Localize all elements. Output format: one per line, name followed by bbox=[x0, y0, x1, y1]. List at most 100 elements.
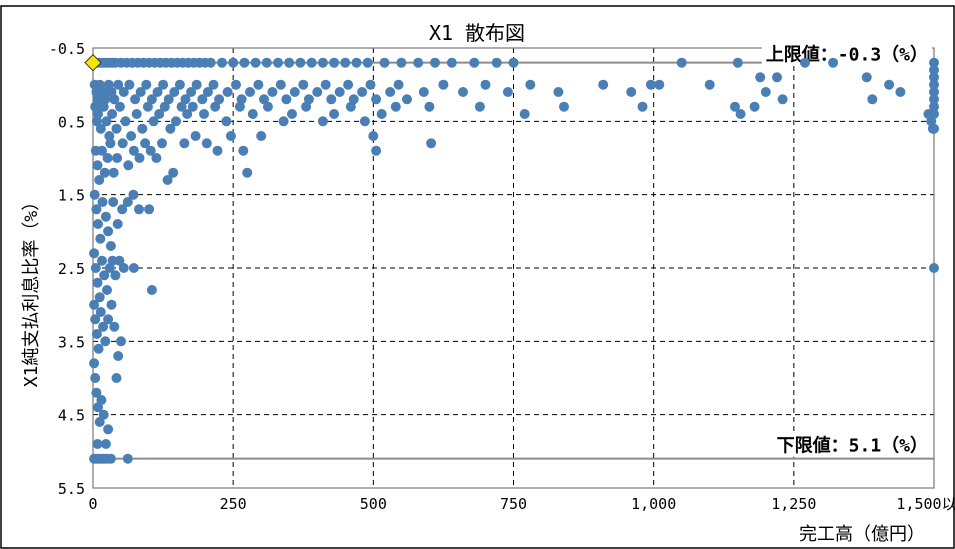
scatter-point bbox=[96, 395, 107, 405]
scatter-point bbox=[89, 358, 100, 369]
scatter-point bbox=[128, 145, 139, 156]
scatter-point bbox=[267, 87, 278, 97]
scatter-point bbox=[105, 453, 116, 464]
scatter-point bbox=[247, 109, 258, 119]
scatter-point bbox=[151, 153, 162, 163]
scatter-point bbox=[165, 123, 176, 134]
y-tick-label: 2.5 bbox=[58, 260, 85, 278]
scatter-point bbox=[645, 79, 656, 90]
scatter-point bbox=[159, 101, 170, 112]
scatter-point bbox=[98, 409, 109, 420]
scatter-point bbox=[225, 131, 236, 141]
scatter-point bbox=[553, 87, 564, 97]
x-tick-label: 1,250 bbox=[771, 495, 816, 513]
scatter-point bbox=[929, 263, 939, 273]
scatter-point bbox=[329, 57, 340, 68]
scatter-point bbox=[124, 79, 135, 90]
scatter-point bbox=[867, 94, 878, 105]
scatter-point bbox=[284, 57, 295, 68]
scatter-point bbox=[89, 248, 100, 259]
scatter-point bbox=[326, 94, 337, 105]
scatter-point bbox=[187, 101, 198, 112]
scatter-point bbox=[112, 219, 123, 229]
scatter-point bbox=[97, 145, 107, 156]
scatter-point bbox=[343, 79, 354, 90]
scatter-point bbox=[749, 101, 760, 112]
scatter-point bbox=[730, 101, 740, 112]
scatter-point bbox=[202, 87, 213, 97]
scatter-point bbox=[334, 87, 345, 97]
scatter-point bbox=[519, 109, 530, 119]
scatter-point bbox=[99, 270, 110, 281]
scatter-point bbox=[163, 94, 174, 105]
scatter-point bbox=[245, 87, 255, 97]
scatter-point bbox=[458, 87, 468, 97]
scatter-point bbox=[168, 167, 179, 178]
scatter-point bbox=[116, 336, 126, 347]
scatter-point bbox=[430, 57, 440, 68]
scatter-point bbox=[154, 109, 165, 119]
scatter-point bbox=[180, 94, 191, 105]
scatter-point bbox=[122, 197, 133, 207]
lower-limit-label: 下限値：5.1（%） bbox=[777, 435, 928, 457]
scatter-point bbox=[755, 72, 766, 83]
scatter-point bbox=[111, 373, 122, 383]
grid-lines bbox=[93, 48, 934, 488]
scatter-point bbox=[929, 79, 939, 90]
scatter-point bbox=[379, 57, 390, 68]
scatter-point bbox=[250, 57, 261, 68]
scatter-point bbox=[108, 167, 119, 178]
y-tick-label: 4.5 bbox=[58, 407, 85, 425]
scatter-point bbox=[92, 160, 103, 171]
scatter-point bbox=[424, 101, 435, 112]
scatter-point bbox=[418, 87, 429, 97]
scatter-point bbox=[89, 189, 100, 200]
scatter-point bbox=[91, 204, 102, 215]
scatter-point bbox=[637, 101, 648, 112]
scatter-point bbox=[359, 116, 370, 127]
scatter-point bbox=[598, 79, 609, 90]
scatter-point bbox=[396, 57, 407, 68]
scatter-point bbox=[884, 79, 895, 90]
scatter-point bbox=[329, 109, 340, 119]
scatter-point bbox=[148, 116, 159, 127]
y-axis-label: X1純支払利息比率（%） bbox=[21, 193, 42, 388]
scatter-point bbox=[103, 226, 114, 237]
scatter-point bbox=[92, 439, 103, 449]
scatter-point bbox=[179, 138, 190, 149]
scatter-point bbox=[895, 87, 906, 97]
scatter-point bbox=[186, 87, 197, 97]
scatter-point bbox=[145, 145, 156, 156]
scatter-point bbox=[760, 87, 771, 97]
scatter-point bbox=[137, 123, 148, 134]
scatter-point bbox=[929, 101, 939, 112]
scatter-point bbox=[474, 101, 485, 112]
scatter-point bbox=[134, 153, 145, 163]
scatter-point bbox=[197, 94, 208, 105]
scatter-point bbox=[508, 57, 519, 68]
scatter-point bbox=[371, 145, 382, 156]
scatter-point bbox=[491, 57, 502, 68]
scatter-point bbox=[301, 101, 312, 112]
scatter-point bbox=[365, 79, 376, 90]
scatter-point bbox=[281, 94, 292, 105]
scatter-point bbox=[345, 101, 356, 112]
scatter-point bbox=[253, 79, 264, 90]
scatter-point bbox=[861, 72, 872, 83]
scatter-point bbox=[242, 167, 253, 178]
scatter-point bbox=[128, 189, 139, 200]
scatter-point bbox=[97, 255, 107, 266]
scatter-point bbox=[559, 101, 569, 112]
scatter-point bbox=[256, 131, 267, 141]
scatter-point bbox=[191, 79, 202, 90]
scatter-point bbox=[371, 94, 382, 105]
x-tick-label: 250 bbox=[220, 495, 247, 513]
scatter-point bbox=[929, 72, 939, 83]
scatter-point bbox=[113, 79, 124, 90]
scatter-point bbox=[112, 153, 123, 163]
scatter-point bbox=[113, 351, 124, 361]
scatter-point bbox=[317, 57, 328, 68]
scatter-point bbox=[287, 109, 297, 119]
scatter-point bbox=[800, 57, 810, 68]
